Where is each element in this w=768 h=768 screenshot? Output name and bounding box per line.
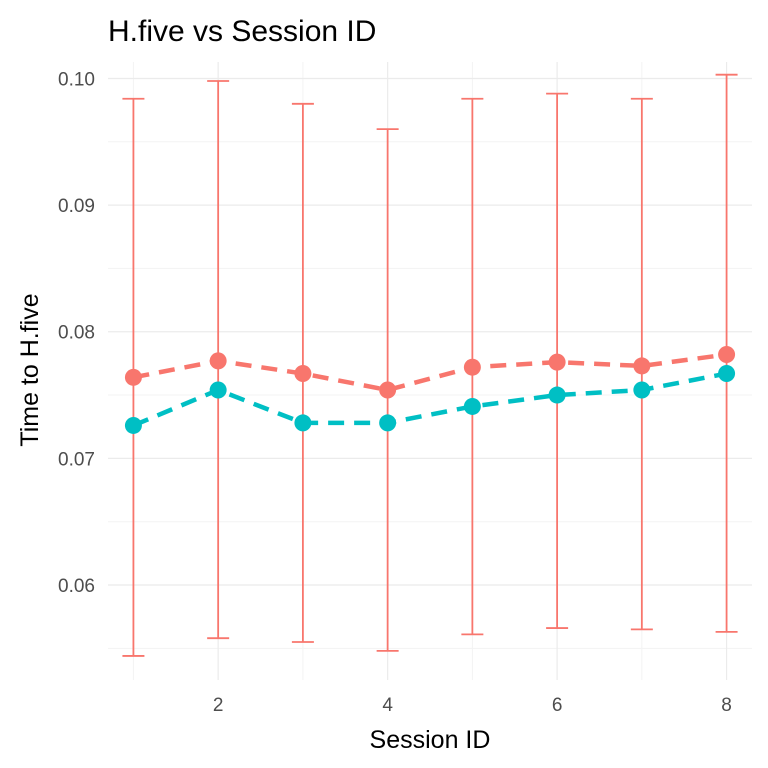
- data-point: [633, 357, 651, 375]
- data-point: [209, 381, 227, 399]
- data-point: [718, 346, 736, 364]
- data-point: [633, 381, 651, 399]
- data-points: [124, 346, 736, 434]
- data-point: [124, 416, 142, 434]
- grid: [108, 62, 752, 680]
- data-point: [294, 414, 312, 432]
- series-lines: [132, 352, 728, 428]
- data-point: [124, 368, 142, 386]
- y-axis-title: Time to H.five: [16, 293, 44, 446]
- data-point: [209, 352, 227, 370]
- data-point: [718, 365, 736, 383]
- data-point: [548, 386, 566, 404]
- x-axis-title: Session ID: [370, 726, 491, 754]
- y-tick-label: 0.10: [58, 69, 95, 90]
- chart-title: H.five vs Session ID: [108, 15, 376, 48]
- data-point: [379, 414, 397, 432]
- y-tick-label: 0.09: [58, 196, 95, 217]
- x-tick-label: 6: [552, 695, 563, 716]
- x-tick-label: 2: [213, 695, 224, 716]
- y-tick-label: 0.07: [58, 449, 95, 470]
- y-tick-label: 0.06: [58, 576, 95, 597]
- data-point: [379, 381, 397, 399]
- data-point: [463, 397, 481, 415]
- data-point: [294, 365, 312, 383]
- tick-labels: 2 4 6 8 0.06 0.07 0.08 0.09 0.10: [58, 69, 732, 716]
- x-tick-label: 8: [721, 695, 732, 716]
- data-point: [463, 358, 481, 376]
- series-line: [132, 352, 727, 393]
- y-tick-label: 0.08: [58, 323, 95, 344]
- series-line: [132, 371, 728, 428]
- data-point: [548, 353, 566, 371]
- x-tick-label: 4: [382, 695, 393, 716]
